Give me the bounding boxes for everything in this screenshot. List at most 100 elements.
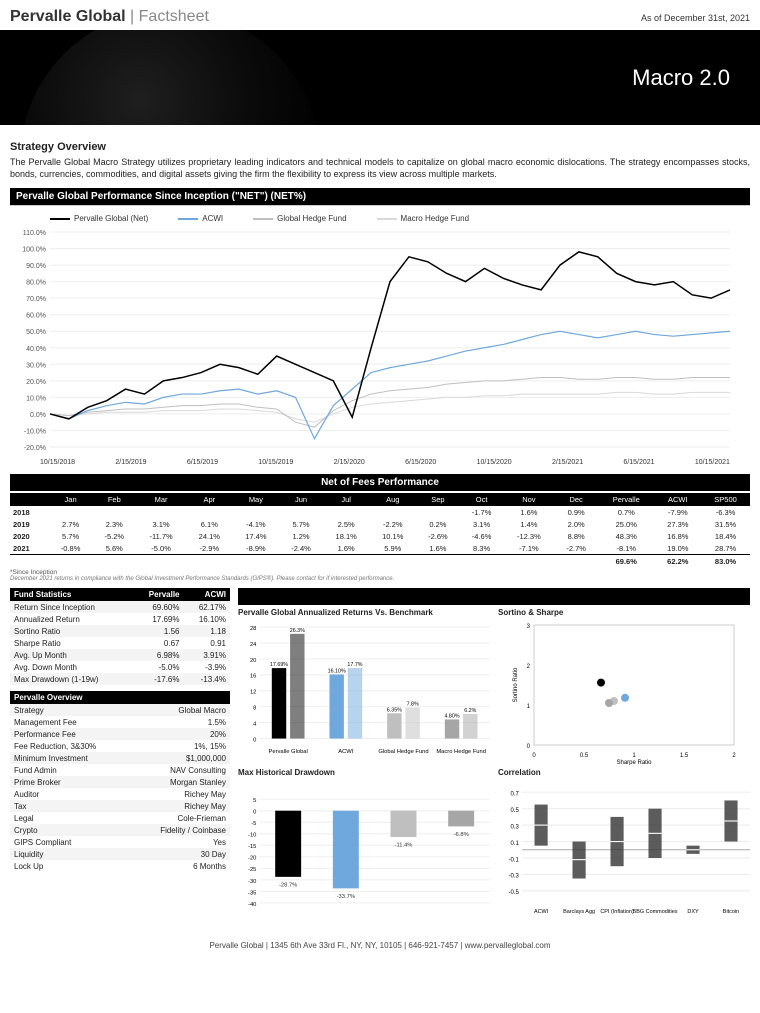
- svg-text:4.80%: 4.80%: [444, 714, 459, 720]
- svg-text:0: 0: [532, 753, 536, 759]
- page-footer: Pervalle Global | 1345 6th Ave 33rd Fl.,…: [0, 935, 760, 956]
- svg-text:26.3%: 26.3%: [290, 628, 305, 634]
- line-chart-svg: -20.0% -10.0% 0.0% 10.0% 20.0% 30.0% 40.0% 50.0…: [10, 227, 750, 457]
- brand: Pervalle Global | Factsheet: [10, 8, 209, 26]
- svg-text:6.35%: 6.35%: [387, 708, 402, 714]
- svg-text:28: 28: [250, 626, 256, 632]
- perf-chart: Pervalle Global (Net)ACWIGlobal Hedge Fu…: [10, 205, 750, 466]
- returns-disclaimer: December 2021 returns in compliance with…: [10, 576, 750, 582]
- svg-text:0.1: 0.1: [510, 841, 519, 847]
- svg-text:ACWI: ACWI: [534, 909, 549, 915]
- x-axis-labels: 10/15/20182/15/20196/15/201910/15/20192/…: [10, 457, 750, 466]
- svg-text:2: 2: [527, 664, 531, 670]
- svg-text:Barclays Agg: Barclays Agg: [563, 909, 595, 915]
- header-bar: Pervalle Global | Factsheet As of Decemb…: [0, 0, 760, 30]
- svg-text:Macro Hedge Fund: Macro Hedge Fund: [436, 749, 486, 755]
- svg-text:0.5: 0.5: [510, 808, 519, 814]
- svg-text:1: 1: [527, 704, 531, 710]
- brand-main: Pervalle Global: [10, 8, 126, 25]
- svg-text:-6.8%: -6.8%: [454, 832, 469, 838]
- svg-text:10.0%: 10.0%: [26, 396, 46, 403]
- svg-text:30.0%: 30.0%: [26, 363, 46, 370]
- svg-text:1: 1: [632, 753, 636, 759]
- svg-text:90.0%: 90.0%: [26, 263, 46, 270]
- svg-text:80.0%: 80.0%: [26, 280, 46, 287]
- corr-chart: -0.5 -0.3 -0.1 0.1 0.3 0.5 0.7 ACWI Barclays Agg…: [498, 780, 750, 925]
- svg-text:3: 3: [527, 624, 531, 630]
- scatter-title: Sortino & Sharpe: [498, 608, 750, 617]
- svg-text:110.0%: 110.0%: [23, 230, 46, 237]
- svg-text:40.0%: 40.0%: [26, 346, 46, 353]
- svg-text:20: 20: [250, 658, 256, 664]
- svg-text:6.2%: 6.2%: [464, 708, 476, 714]
- overview-heading: Strategy Overview: [10, 141, 750, 153]
- asof-date: As of December 31st, 2021: [641, 13, 750, 23]
- svg-text:Sortino Ratio: Sortino Ratio: [513, 667, 519, 702]
- svg-text:-11.4%: -11.4%: [395, 843, 413, 849]
- scatter-chart: 00.511.520123Sharpe RatioSortino Ratio: [498, 620, 750, 765]
- fund-stats-table: Fund StatisticsPervalleACWIReturn Since …: [10, 588, 230, 685]
- hero-banner: Macro 2.0: [0, 30, 760, 125]
- svg-text:0.3: 0.3: [510, 825, 519, 831]
- svg-text:60.0%: 60.0%: [26, 313, 46, 320]
- svg-text:50.0%: 50.0%: [26, 330, 46, 337]
- svg-text:16.10%: 16.10%: [328, 669, 346, 675]
- brand-sub: | Factsheet: [126, 8, 209, 25]
- svg-text:-0.5: -0.5: [508, 890, 519, 896]
- returns-table: JanFebMarAprMayJunJulAugSepOctNovDecPerv…: [10, 493, 750, 567]
- svg-text:-0.3: -0.3: [508, 874, 519, 880]
- overview-text: The Pervalle Global Macro Strategy utili…: [10, 156, 750, 180]
- svg-text:0.5: 0.5: [580, 753, 589, 759]
- annualized-chart: 048121620242817.69%26.3%Pervalle Global1…: [238, 620, 490, 765]
- svg-text:-0.1: -0.1: [508, 858, 519, 864]
- svg-text:DXY: DXY: [687, 909, 699, 915]
- svg-text:-10: -10: [248, 833, 256, 839]
- returns-title: Net of Fees Performance: [10, 474, 750, 491]
- perf-chart-title: Pervalle Global Performance Since Incept…: [10, 188, 750, 205]
- svg-text:17.7%: 17.7%: [347, 662, 362, 668]
- svg-text:ACWI: ACWI: [338, 749, 354, 755]
- svg-text:0: 0: [253, 810, 256, 816]
- svg-text:0: 0: [253, 738, 256, 744]
- svg-text:-20: -20: [248, 856, 256, 862]
- svg-text:-35: -35: [248, 891, 256, 897]
- svg-text:CPI (Inflation): CPI (Inflation): [600, 909, 634, 915]
- svg-text:0.0%: 0.0%: [30, 412, 46, 419]
- svg-text:100.0%: 100.0%: [22, 247, 46, 254]
- svg-text:-40: -40: [248, 902, 256, 908]
- svg-text:0: 0: [527, 744, 531, 750]
- drawdown-title: Max Historical Drawdown: [238, 768, 490, 777]
- legend: Pervalle Global (Net)ACWIGlobal Hedge Fu…: [10, 210, 750, 227]
- svg-text:8: 8: [253, 706, 256, 712]
- svg-text:Bitcoin: Bitcoin: [723, 909, 739, 915]
- svg-text:2: 2: [732, 753, 736, 759]
- svg-text:-10.0%: -10.0%: [24, 429, 46, 436]
- svg-text:17.69%: 17.69%: [270, 662, 288, 668]
- annualized-title: Pervalle Global Annualized Returns Vs. B…: [238, 608, 490, 617]
- drawdown-chart: -40 -35 -30 -25 -20 -15 -10 -5 0 5 -28.7% -33.7% -11…: [238, 780, 490, 925]
- svg-text:5: 5: [253, 798, 256, 804]
- hero-title: Macro 2.0: [632, 65, 730, 91]
- svg-text:1.5: 1.5: [680, 753, 689, 759]
- svg-text:20.0%: 20.0%: [26, 379, 46, 386]
- svg-text:4: 4: [253, 722, 257, 728]
- svg-text:BBG Commodities: BBG Commodities: [633, 909, 678, 915]
- svg-text:24: 24: [250, 642, 257, 648]
- svg-text:0.7: 0.7: [510, 792, 519, 798]
- svg-text:-28.7%: -28.7%: [279, 883, 297, 889]
- svg-text:-5: -5: [251, 821, 256, 827]
- globe-graphic: [20, 30, 320, 125]
- svg-text:Pervalle Global: Pervalle Global: [269, 749, 308, 755]
- corr-title: Correlation: [498, 768, 750, 777]
- svg-text:-20.0%: -20.0%: [24, 445, 46, 452]
- overview-table: Pervalle OverviewStrategyGlobal MacroMan…: [10, 691, 230, 872]
- svg-text:-15: -15: [248, 844, 256, 850]
- svg-text:-33.7%: -33.7%: [337, 894, 355, 900]
- svg-text:7.8%: 7.8%: [407, 702, 419, 708]
- svg-text:16: 16: [250, 674, 256, 680]
- svg-text:-25: -25: [248, 868, 256, 874]
- bench-title-bar: [238, 588, 750, 605]
- svg-text:Global Hedge Fund: Global Hedge Fund: [378, 749, 428, 755]
- svg-text:70.0%: 70.0%: [26, 296, 46, 303]
- svg-text:-30: -30: [248, 879, 256, 885]
